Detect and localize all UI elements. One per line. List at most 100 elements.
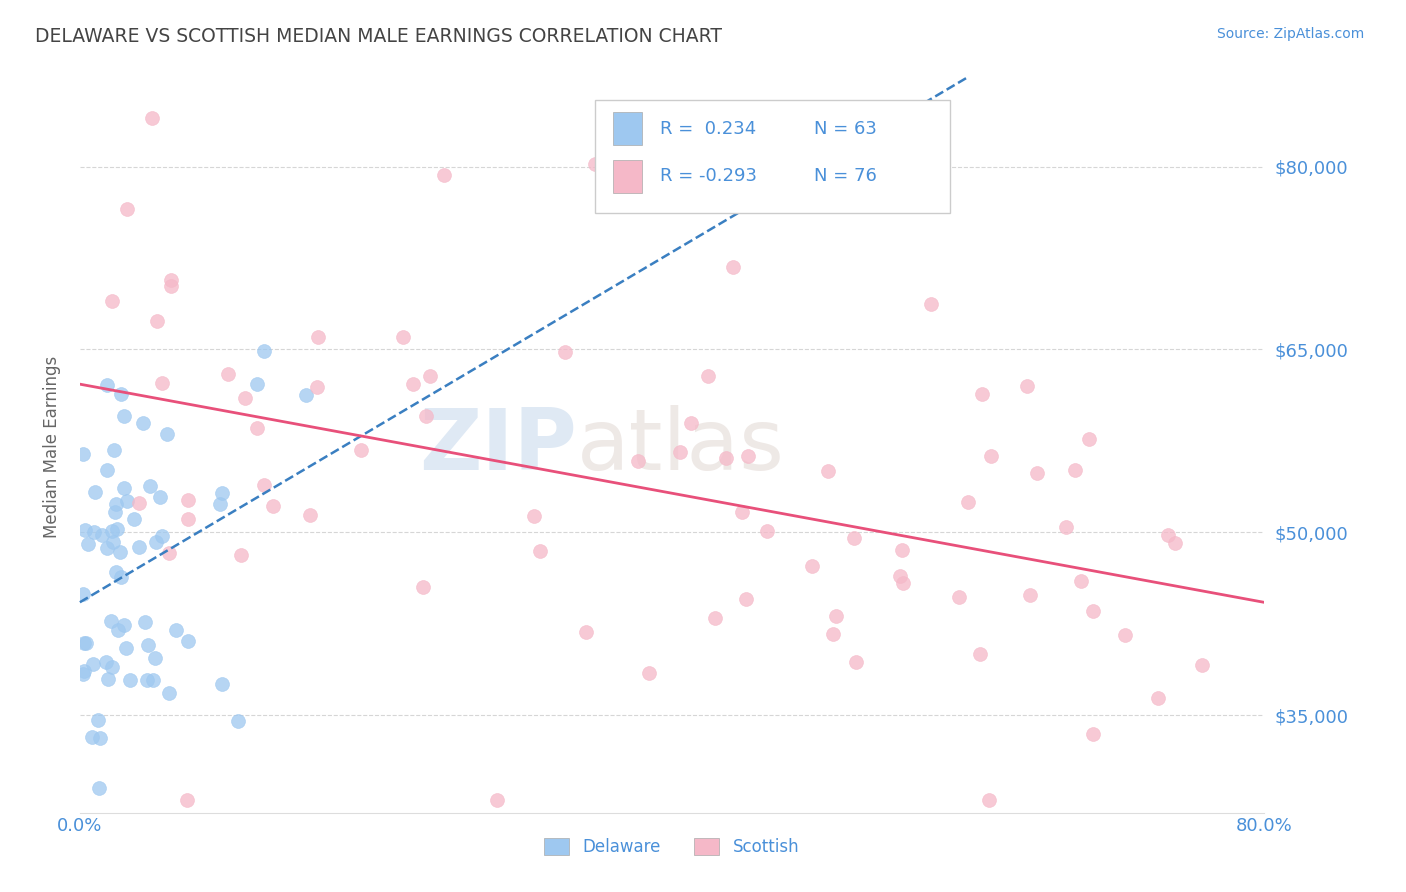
Text: DELAWARE VS SCOTTISH MEDIAN MALE EARNINGS CORRELATION CHART: DELAWARE VS SCOTTISH MEDIAN MALE EARNING… [35, 27, 723, 45]
Point [91, 527, 114, 541]
Point [231, 548, 253, 562]
Point [1054, 520, 1077, 534]
Point [920, 297, 942, 311]
Point [77, 537, 100, 551]
Point [891, 575, 914, 590]
Point [120, 673, 142, 687]
Point [84, 484, 107, 499]
Point [96, 378, 118, 392]
Point [75, 636, 97, 650]
Point [415, 409, 437, 423]
Point [209, 497, 232, 511]
Point [128, 496, 150, 510]
Point [735, 592, 758, 607]
Point [1026, 467, 1049, 481]
Point [891, 542, 914, 557]
Point [391, 329, 413, 343]
Point [529, 544, 551, 558]
Point [294, 388, 316, 402]
Point [145, 534, 167, 549]
Point [980, 450, 1002, 464]
Point [217, 367, 239, 381]
Point [83, 525, 105, 540]
Point [246, 376, 269, 391]
Point [72, 587, 94, 601]
Point [845, 655, 868, 669]
Point [128, 540, 150, 554]
Text: R = -0.293: R = -0.293 [659, 168, 756, 186]
Point [486, 793, 509, 807]
Point [100, 659, 122, 673]
Point [72, 447, 94, 461]
Point [1018, 588, 1040, 602]
FancyBboxPatch shape [613, 112, 643, 145]
Point [305, 379, 328, 393]
FancyBboxPatch shape [613, 160, 643, 193]
Point [103, 443, 125, 458]
Point [412, 580, 434, 594]
Point [160, 279, 183, 293]
Point [233, 392, 256, 406]
Point [731, 505, 754, 519]
Point [1070, 574, 1092, 588]
Point [307, 330, 329, 344]
Text: N = 63: N = 63 [814, 120, 877, 137]
Point [108, 545, 131, 559]
Point [402, 376, 425, 391]
Point [104, 566, 127, 580]
Point [165, 623, 187, 637]
Point [82, 657, 104, 671]
Point [669, 445, 692, 459]
Point [160, 272, 183, 286]
Point [177, 512, 200, 526]
Point [583, 156, 606, 170]
Point [97, 672, 120, 686]
Y-axis label: Median Male Earnings: Median Male Earnings [44, 356, 60, 538]
Point [696, 368, 718, 383]
Point [105, 522, 128, 536]
Text: N = 76: N = 76 [814, 168, 877, 186]
Point [755, 524, 778, 539]
Point [979, 793, 1001, 807]
Point [418, 369, 440, 384]
Point [146, 314, 169, 328]
Point [970, 387, 993, 401]
Point [575, 625, 598, 640]
Point [132, 416, 155, 430]
Point [89, 731, 111, 746]
Point [73, 636, 96, 650]
Point [134, 615, 156, 630]
Point [112, 409, 135, 424]
Point [554, 344, 576, 359]
Point [253, 478, 276, 492]
Point [110, 570, 132, 584]
Point [110, 387, 132, 401]
Point [159, 685, 181, 699]
Point [143, 650, 166, 665]
Point [969, 647, 991, 661]
Point [101, 294, 124, 309]
Point [176, 634, 198, 648]
Point [262, 499, 284, 513]
Point [253, 343, 276, 358]
Point [87, 781, 110, 796]
Point [844, 532, 866, 546]
Point [211, 676, 233, 690]
Point [821, 627, 844, 641]
Point [72, 667, 94, 681]
Text: R =  0.234: R = 0.234 [659, 120, 756, 137]
Point [1081, 604, 1104, 618]
Point [101, 524, 124, 539]
Point [349, 442, 371, 457]
FancyBboxPatch shape [595, 100, 950, 213]
Point [115, 493, 138, 508]
Point [817, 464, 839, 478]
Point [433, 168, 456, 182]
Point [155, 426, 177, 441]
Point [523, 509, 546, 524]
Point [96, 541, 118, 556]
Point [226, 714, 249, 728]
Point [681, 417, 703, 431]
Point [948, 591, 970, 605]
Legend: Delaware, Scottish: Delaware, Scottish [537, 831, 806, 863]
